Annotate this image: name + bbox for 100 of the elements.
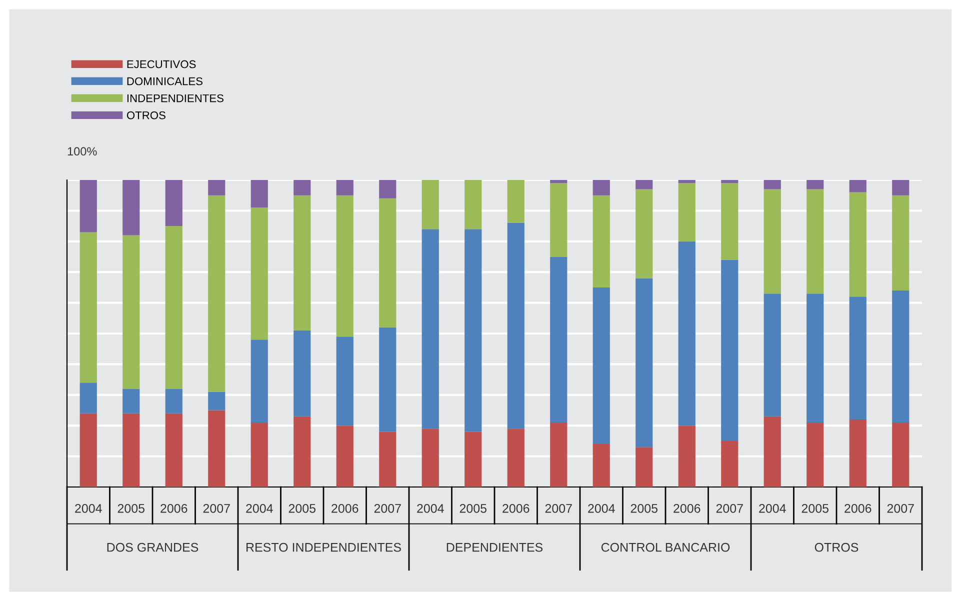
bar xyxy=(208,180,226,196)
x-tick-label: 2005 xyxy=(288,504,316,513)
bar xyxy=(764,180,781,190)
x-tick-label: 2005 xyxy=(802,504,829,513)
bar xyxy=(379,198,396,328)
x-tick-label: 2007 xyxy=(887,504,914,513)
bar xyxy=(250,180,268,208)
bar xyxy=(892,195,910,291)
x-tick-label: 2007 xyxy=(374,504,401,513)
x-tick-label: 2006 xyxy=(502,504,530,513)
bar xyxy=(721,260,738,441)
x-tick-label: 2006 xyxy=(844,504,872,513)
bar xyxy=(422,180,439,230)
text: DOS GRANDES xyxy=(107,542,198,552)
bar xyxy=(80,382,97,414)
legend-label: EJECUTIVOS xyxy=(127,60,196,68)
bar xyxy=(422,428,439,487)
bar xyxy=(636,180,653,190)
bar xyxy=(550,422,568,487)
bar xyxy=(80,180,97,232)
bar xyxy=(849,192,866,297)
bar xyxy=(636,278,653,448)
x-tick-label: 2004 xyxy=(588,504,615,513)
bar xyxy=(208,195,226,392)
bar xyxy=(507,428,524,487)
x-tick-label: 2006 xyxy=(674,504,700,513)
bar xyxy=(721,183,738,260)
bar xyxy=(464,432,482,487)
bar xyxy=(721,440,738,487)
bar xyxy=(336,336,354,426)
bar xyxy=(892,180,910,196)
bar xyxy=(208,392,226,410)
bar xyxy=(550,183,568,257)
bar xyxy=(122,180,140,236)
bar xyxy=(208,410,226,487)
bar xyxy=(849,296,866,420)
x-tick-label: 2005 xyxy=(460,504,487,513)
x-tick-label: 2004 xyxy=(417,504,444,513)
bar xyxy=(678,180,696,184)
bar xyxy=(892,290,910,423)
bar xyxy=(336,426,354,487)
bar xyxy=(294,195,311,330)
bar xyxy=(80,232,97,383)
x-tick-label: 2007 xyxy=(545,504,572,513)
bar xyxy=(678,183,696,242)
bar xyxy=(422,229,439,429)
x-tick-label: 2006 xyxy=(160,504,188,513)
x-tick-label: 2006 xyxy=(332,504,358,513)
bar xyxy=(806,422,824,487)
x-tick-label: 2004 xyxy=(246,504,273,513)
text: RESTO INDEPENDIENTES xyxy=(246,542,401,552)
x-tick-label: 2004 xyxy=(759,504,786,513)
x-tick-label: 2004 xyxy=(75,504,102,513)
bar xyxy=(122,413,140,487)
legend-label: DOMINICALES xyxy=(127,77,202,86)
bar xyxy=(464,180,482,230)
bar xyxy=(892,422,910,487)
x-tick-label: 2007 xyxy=(716,504,743,513)
bar xyxy=(550,256,568,423)
bar xyxy=(165,180,182,226)
legend-label: OTROS xyxy=(126,111,166,120)
x-tick-label: 2007 xyxy=(203,504,230,513)
bar xyxy=(250,340,268,423)
bar xyxy=(764,416,781,487)
bar xyxy=(721,180,738,184)
bar xyxy=(250,422,268,487)
bar xyxy=(336,180,354,196)
bar xyxy=(678,241,696,426)
bar xyxy=(806,294,824,423)
bar xyxy=(165,388,182,414)
bar xyxy=(379,180,396,198)
bar xyxy=(550,180,568,184)
bar xyxy=(294,416,311,487)
bar xyxy=(165,226,182,389)
bar xyxy=(849,180,866,192)
x-tick-label: 2005 xyxy=(118,504,145,513)
y-axis-title: 100% xyxy=(68,147,97,156)
bar xyxy=(636,189,653,278)
bar xyxy=(122,388,140,414)
legend-label: INDEPENDIENTES xyxy=(127,94,224,102)
bar xyxy=(294,180,311,196)
bar xyxy=(294,330,311,416)
bar xyxy=(764,294,781,416)
bar xyxy=(507,222,524,429)
bar xyxy=(806,180,824,190)
text: DEPENDIENTES xyxy=(446,542,543,552)
bar xyxy=(250,208,268,340)
bar xyxy=(592,195,610,288)
bar xyxy=(464,229,482,432)
bar xyxy=(80,413,97,487)
bar xyxy=(379,432,396,487)
bar xyxy=(122,235,140,389)
bar xyxy=(165,413,182,487)
bar xyxy=(507,180,524,223)
text: OTROS xyxy=(814,542,858,552)
bar xyxy=(592,287,610,444)
text: CONTROL BANCARIO xyxy=(601,542,730,552)
bar xyxy=(764,189,781,294)
bar xyxy=(678,426,696,487)
bar xyxy=(379,327,396,432)
